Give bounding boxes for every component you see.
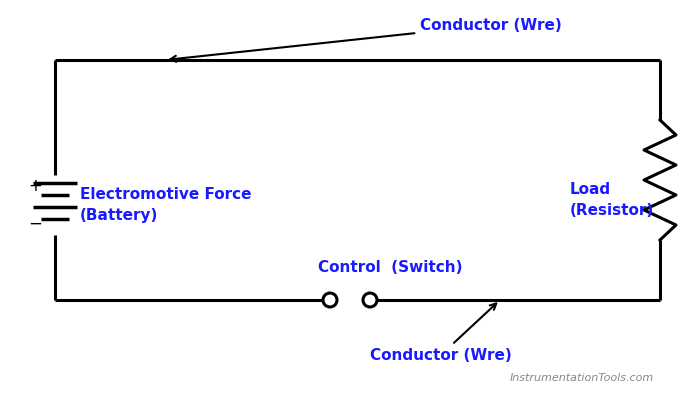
Text: −: − xyxy=(28,215,42,233)
Text: Load
(Resistor): Load (Resistor) xyxy=(570,182,654,218)
Circle shape xyxy=(323,293,337,307)
Text: Conductor (Wre): Conductor (Wre) xyxy=(370,303,512,363)
Text: InstrumentationTools.com: InstrumentationTools.com xyxy=(510,373,654,383)
Text: +: + xyxy=(28,177,42,195)
Circle shape xyxy=(363,293,377,307)
Text: Control  (Switch): Control (Switch) xyxy=(318,260,462,276)
Text: Electromotive Force
(Battery): Electromotive Force (Battery) xyxy=(80,187,252,223)
Text: Conductor (Wre): Conductor (Wre) xyxy=(170,17,562,62)
